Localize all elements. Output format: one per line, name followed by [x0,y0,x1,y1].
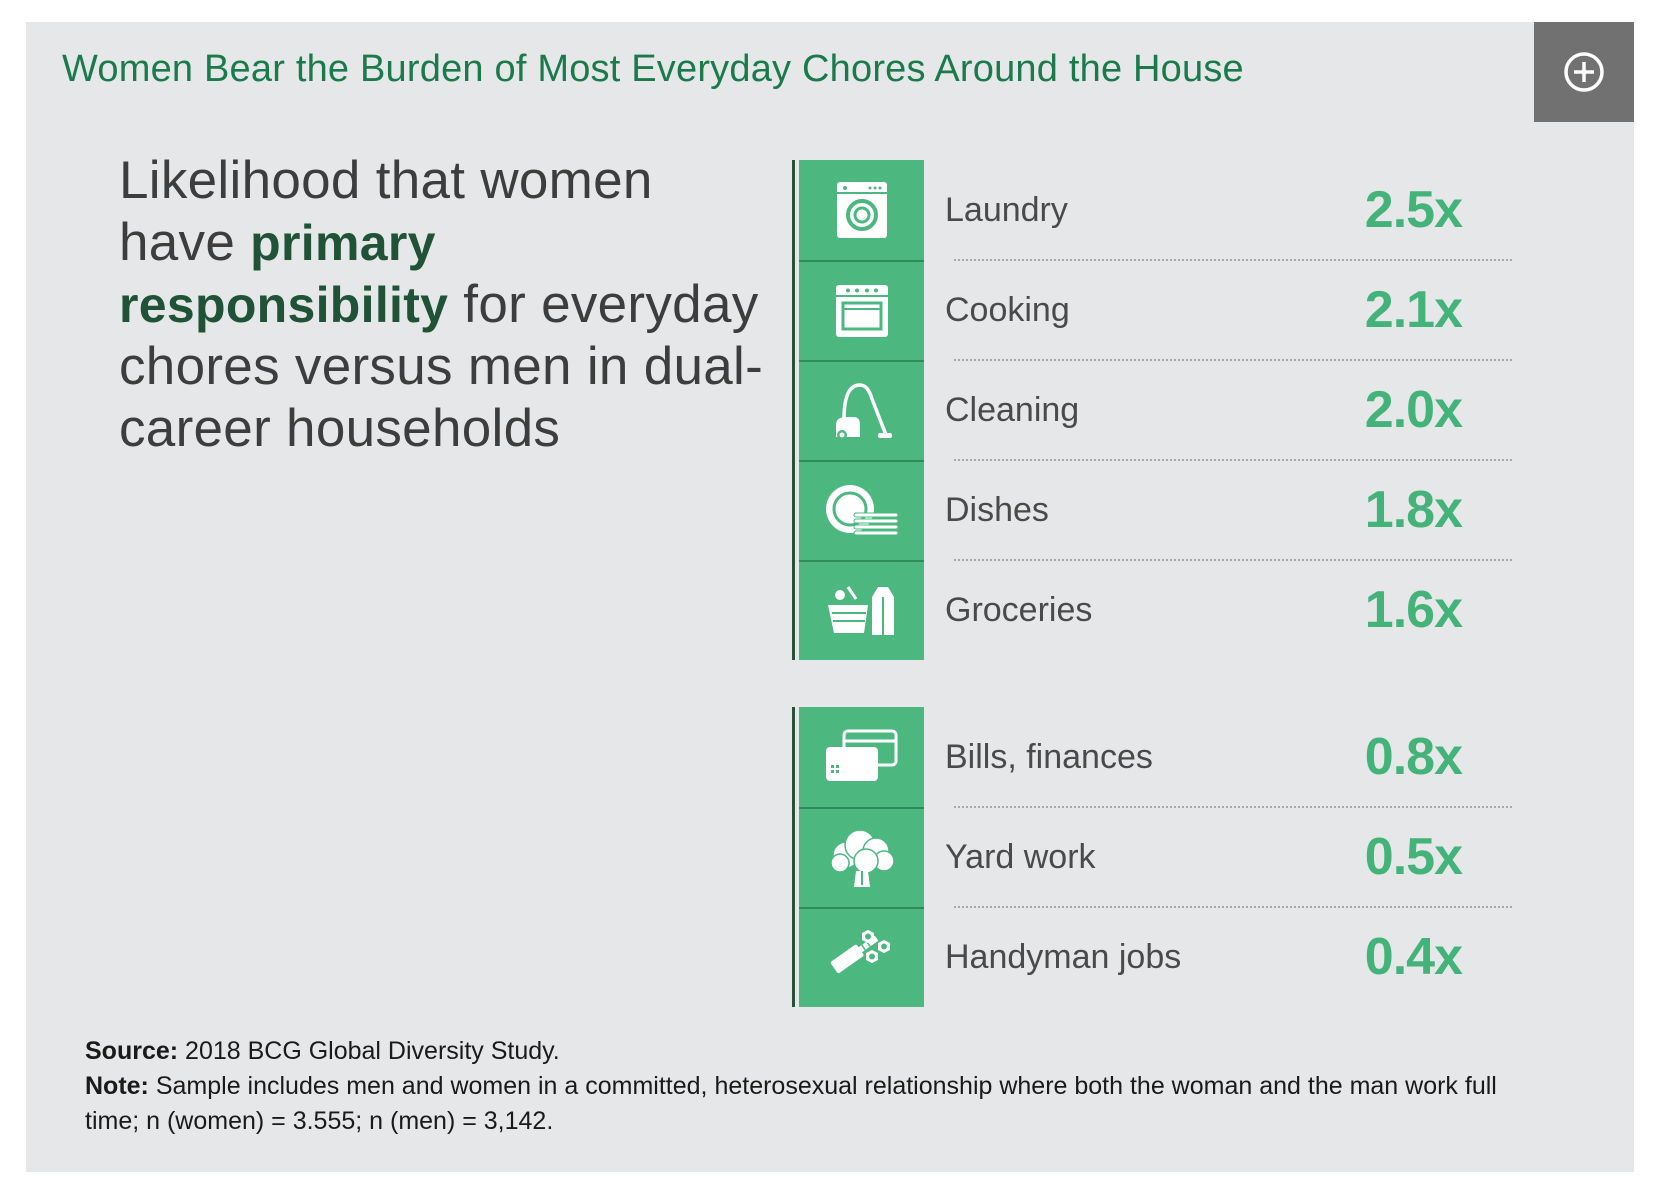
chore-row: Groceries 1.6x [792,560,1512,660]
vacuum-cleaner-icon [835,383,892,440]
chore-label: Cooking [945,291,1070,329]
note-text: Sample includes men and women in a commi… [85,1072,1497,1135]
chore-value: 0.8x [1364,728,1463,786]
cooking-icon-box [799,260,924,360]
chore-row: Cleaning 2.0x [792,360,1512,461]
chart-title: Women Bear the Burden of Most Everyday C… [62,48,1244,90]
lead-text-1: Likelihood that women have [119,151,653,272]
oven-icon [835,285,888,337]
tree-icon [829,829,895,887]
yard-icon-box [799,807,924,907]
source-line: Source: 2018 BCG Global Diversity Study. [85,1034,1505,1069]
chore-label: Groceries [945,591,1093,629]
washing-machine-icon [836,182,887,238]
laundry-icon-box [799,160,924,260]
row-divider [954,259,1512,261]
note-line: Note: Sample includes men and women in a… [85,1069,1505,1139]
chore-row: Yard work 0.5x [792,807,1512,908]
lead-statement: Likelihood that women have primary respo… [119,150,779,460]
chore-value: 2.5x [1364,181,1463,239]
chore-row: Handyman jobs 0.4x [792,907,1512,1007]
plus-circle-icon [1564,52,1604,92]
group-bracket-line [792,160,795,660]
row-divider [954,806,1512,808]
dishes-icon [825,485,898,536]
chore-value: 0.4x [1364,928,1463,986]
chore-label: Yard work [945,838,1096,876]
chore-group-secondary: Bills, finances 0.8x [792,707,1512,1007]
source-text: 2018 BCG Global Diversity Study. [178,1037,560,1065]
expand-button[interactable] [1534,22,1634,122]
chore-row: Dishes 1.8x [792,460,1512,561]
chore-row: Cooking 2.1x [792,260,1512,361]
cleaning-icon-box [799,360,924,460]
chore-value: 1.8x [1364,481,1463,539]
chore-group-primary: Laundry 2.5x Cooking 2.1x [792,160,1512,660]
chore-label: Cleaning [945,391,1080,429]
infographic-panel: Women Bear the Burden of Most Everyday C… [26,22,1634,1172]
chore-row: Bills, finances 0.8x [792,707,1512,808]
chore-row: Laundry 2.5x [792,160,1512,261]
chore-label: Handyman jobs [945,938,1182,976]
chore-label: Bills, finances [945,738,1153,776]
bolt-nut-icon [830,930,890,974]
handyman-icon-box [799,907,924,1007]
chore-label: Dishes [945,491,1049,529]
note-label: Note: [85,1072,149,1100]
chore-value: 1.6x [1364,581,1463,639]
row-divider [954,906,1512,908]
chore-label: Laundry [945,191,1068,229]
row-divider [954,459,1512,461]
group-bracket-line [792,707,795,1007]
row-divider [954,359,1512,361]
lead-emphasis: primary responsibility [119,215,449,333]
grocery-basket-icon [827,586,894,635]
bills-icon-box [799,707,924,807]
footnotes: Source: 2018 BCG Global Diversity Study.… [85,1034,1505,1139]
chore-value: 2.0x [1364,381,1463,439]
row-divider [954,559,1512,561]
chore-value: 0.5x [1364,828,1463,886]
groceries-icon-box [799,560,924,660]
lead-text-2: for everyday chores versus men in dual-c… [119,275,764,458]
source-label: Source: [85,1037,179,1065]
credit-card-icon [825,729,897,781]
dishes-icon-box [799,460,924,560]
chore-value: 2.1x [1364,281,1463,339]
